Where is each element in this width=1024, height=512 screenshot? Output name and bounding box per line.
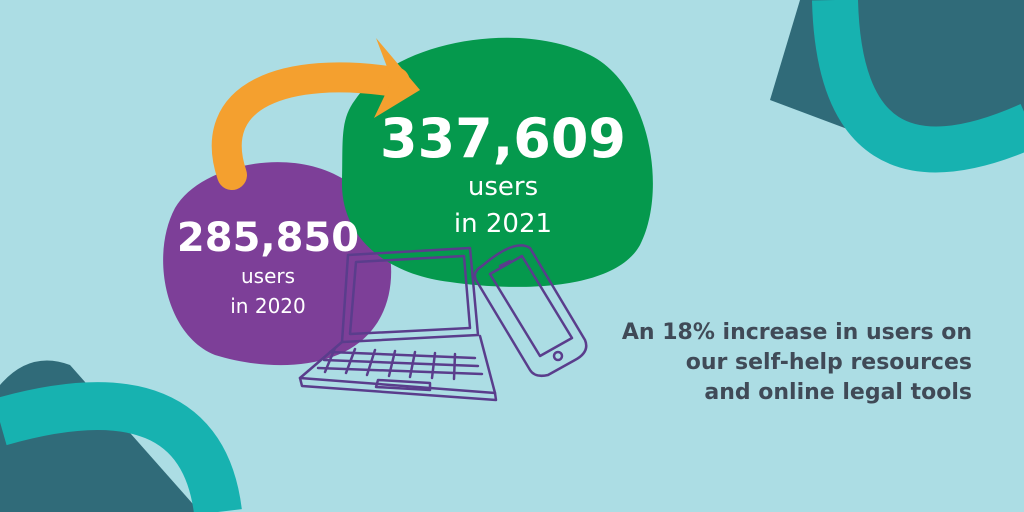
green-blob bbox=[341, 37, 653, 287]
teal-loop-top-right bbox=[812, 0, 1024, 173]
stat-2020: 285,850 users in 2020 bbox=[168, 218, 368, 318]
purple-blob bbox=[163, 162, 392, 366]
stat-2020-value: 285,850 bbox=[176, 215, 360, 261]
stat-2021: 337,609 users in 2021 bbox=[378, 112, 628, 240]
caption: An 18% increase in users on our self-hel… bbox=[552, 318, 972, 408]
laptop-icon bbox=[298, 246, 498, 402]
caption-line2: our self-help resources bbox=[685, 349, 972, 375]
stat-2021-value: 337,609 bbox=[380, 107, 626, 170]
caption-line3: and online legal tools bbox=[704, 379, 972, 405]
stat-2020-label-line2: in 2020 bbox=[230, 294, 306, 318]
caption-line1: An 18% increase in users on bbox=[621, 320, 972, 345]
smartphone-icon bbox=[473, 244, 588, 378]
stat-2021-label-line1: users bbox=[467, 172, 539, 202]
stat-2021-label-line2: in 2021 bbox=[453, 209, 553, 240]
stat-2020-label-line1: users bbox=[240, 264, 296, 288]
teal-loop-bottom-left bbox=[0, 382, 242, 512]
curved-arrow-icon bbox=[211, 38, 420, 190]
